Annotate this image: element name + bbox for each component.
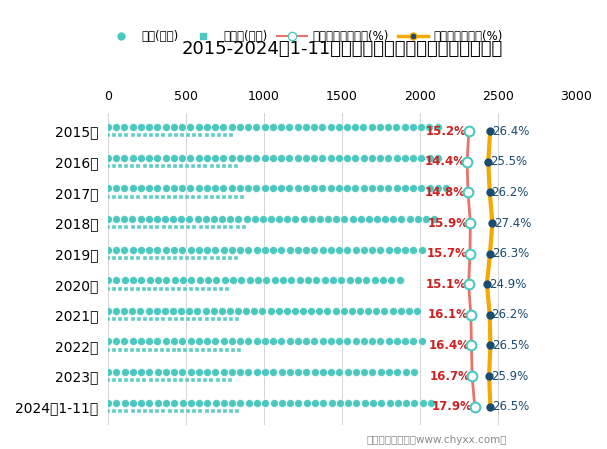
Text: 26.4%: 26.4% [492, 125, 529, 138]
Text: 15.7%: 15.7% [427, 247, 468, 260]
Text: 24.9%: 24.9% [489, 278, 526, 291]
Text: 26.5%: 26.5% [492, 339, 529, 352]
Text: 26.3%: 26.3% [492, 247, 529, 260]
Text: 制图：智研咨询（www.chyxx.com）: 制图：智研咨询（www.chyxx.com） [367, 435, 507, 445]
Title: 2015-2024年1-11月纺织服装、服饰业企业存货统计图: 2015-2024年1-11月纺织服装、服饰业企业存货统计图 [181, 40, 503, 58]
Legend: 存货(亿元), 产成品(亿元), 存货占流动资产比(%), 存货占总资产比(%): 存货(亿元), 产成品(亿元), 存货占流动资产比(%), 存货占总资产比(%) [101, 25, 508, 48]
Text: 25.5%: 25.5% [490, 155, 527, 168]
Text: 16.7%: 16.7% [429, 370, 470, 383]
Text: 25.9%: 25.9% [491, 370, 528, 383]
Text: 15.2%: 15.2% [426, 125, 467, 138]
Text: 15.9%: 15.9% [427, 216, 469, 229]
Text: 26.2%: 26.2% [492, 308, 529, 321]
Text: 15.1%: 15.1% [426, 278, 467, 291]
Text: 27.4%: 27.4% [494, 216, 532, 229]
Text: 14.8%: 14.8% [425, 186, 466, 199]
Text: 14.4%: 14.4% [424, 155, 465, 168]
Text: 26.2%: 26.2% [492, 186, 529, 199]
Text: 17.9%: 17.9% [432, 400, 473, 413]
Text: 26.5%: 26.5% [492, 400, 529, 413]
Text: 16.4%: 16.4% [429, 339, 470, 352]
Text: 16.1%: 16.1% [428, 308, 469, 321]
